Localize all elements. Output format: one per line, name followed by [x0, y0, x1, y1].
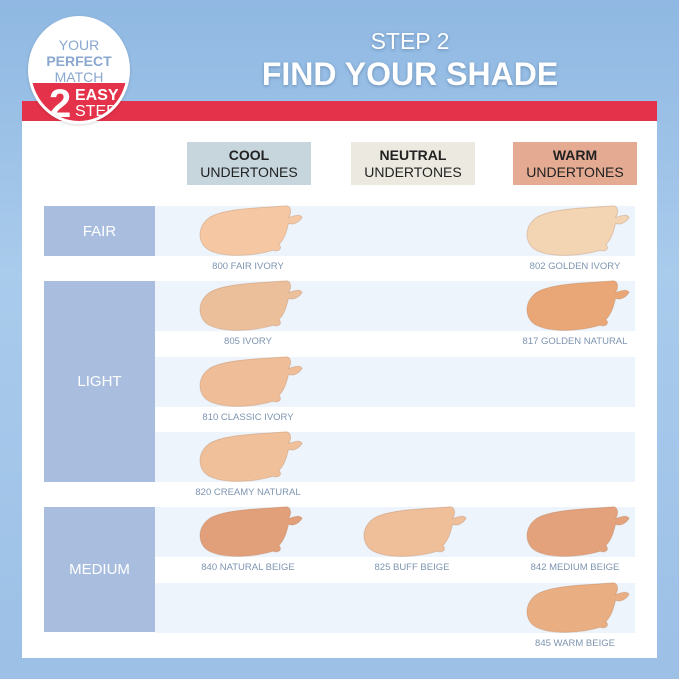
shade-swatch[interactable]: 810 CLASSIC IVORY — [188, 354, 308, 424]
shade-name: 845 WARM BEIGE — [535, 637, 615, 649]
group-light: LIGHT — [44, 281, 155, 482]
shade-swatch[interactable]: 805 IVORY — [188, 278, 308, 348]
swatch-blob — [526, 581, 630, 633]
group-fair: FAIR — [44, 206, 155, 256]
shade-name: 840 NATURAL BEIGE — [201, 562, 295, 574]
swatch-blob — [199, 280, 303, 332]
shade-name: 817 GOLDEN NATURAL — [522, 336, 628, 348]
column-subtitle: UNDERTONES — [526, 164, 624, 180]
shade-swatch[interactable]: 825 BUFF BEIGE — [352, 504, 472, 574]
shade-swatch[interactable]: 802 GOLDEN IVORY — [515, 203, 635, 273]
page-title: FIND YOUR SHADE — [261, 56, 559, 92]
badge-steps: STEPS — [75, 103, 128, 120]
shade-name: 805 IVORY — [224, 336, 272, 348]
badge-line3: MATCH — [54, 69, 104, 85]
badge-line1: YOUR — [58, 37, 100, 53]
group-medium: MEDIUM — [44, 507, 155, 632]
column-title: COOL — [228, 147, 270, 163]
shade-name: 810 CLASSIC IVORY — [202, 411, 294, 423]
shade-swatch[interactable]: 845 WARM BEIGE — [515, 580, 635, 650]
perfect-match-badge: YOUR PERFECT MATCH 2 EASY STEPS — [28, 16, 130, 124]
column-subtitle: UNDERTONES — [200, 164, 298, 180]
shade-swatch[interactable]: 820 CREAMY NATURAL — [188, 429, 308, 499]
shade-swatch[interactable]: 817 GOLDEN NATURAL — [515, 278, 635, 348]
shade-swatch[interactable]: 840 NATURAL BEIGE — [188, 504, 308, 574]
step-label: STEP 2 — [370, 28, 450, 54]
swatch-blob — [199, 431, 303, 482]
badge-easy: EASY — [75, 87, 119, 104]
swatch-blob — [526, 506, 630, 558]
column-header-warm: WARM UNDERTONES — [513, 142, 637, 185]
swatch-blob — [363, 506, 467, 558]
shade-name: 802 GOLDEN IVORY — [529, 261, 621, 272]
badge-line2: PERFECT — [46, 53, 112, 69]
shade-swatch[interactable]: 842 MEDIUM BEIGE — [515, 504, 635, 574]
column-title: WARM — [552, 147, 598, 163]
swatch-blob — [199, 205, 303, 256]
shade-name: 825 BUFF BEIGE — [374, 562, 450, 574]
swatch-blob — [199, 355, 303, 407]
red-band — [22, 101, 657, 121]
swatch-blob — [199, 506, 303, 558]
shade-swatch[interactable]: 800 FAIR IVORY — [188, 203, 308, 273]
swatch-blob — [526, 280, 630, 332]
swatch-blob — [526, 205, 630, 256]
badge-number: 2 — [49, 82, 72, 124]
shade-name: 800 FAIR IVORY — [212, 261, 284, 272]
column-header-neutral: NEUTRAL UNDERTONES — [351, 142, 475, 185]
column-title: NEUTRAL — [379, 147, 447, 163]
column-header-cool: COOL UNDERTONES — [187, 142, 311, 185]
column-subtitle: UNDERTONES — [364, 164, 462, 180]
shade-name: 842 MEDIUM BEIGE — [530, 562, 620, 574]
shade-name: 820 CREAMY NATURAL — [195, 486, 301, 498]
